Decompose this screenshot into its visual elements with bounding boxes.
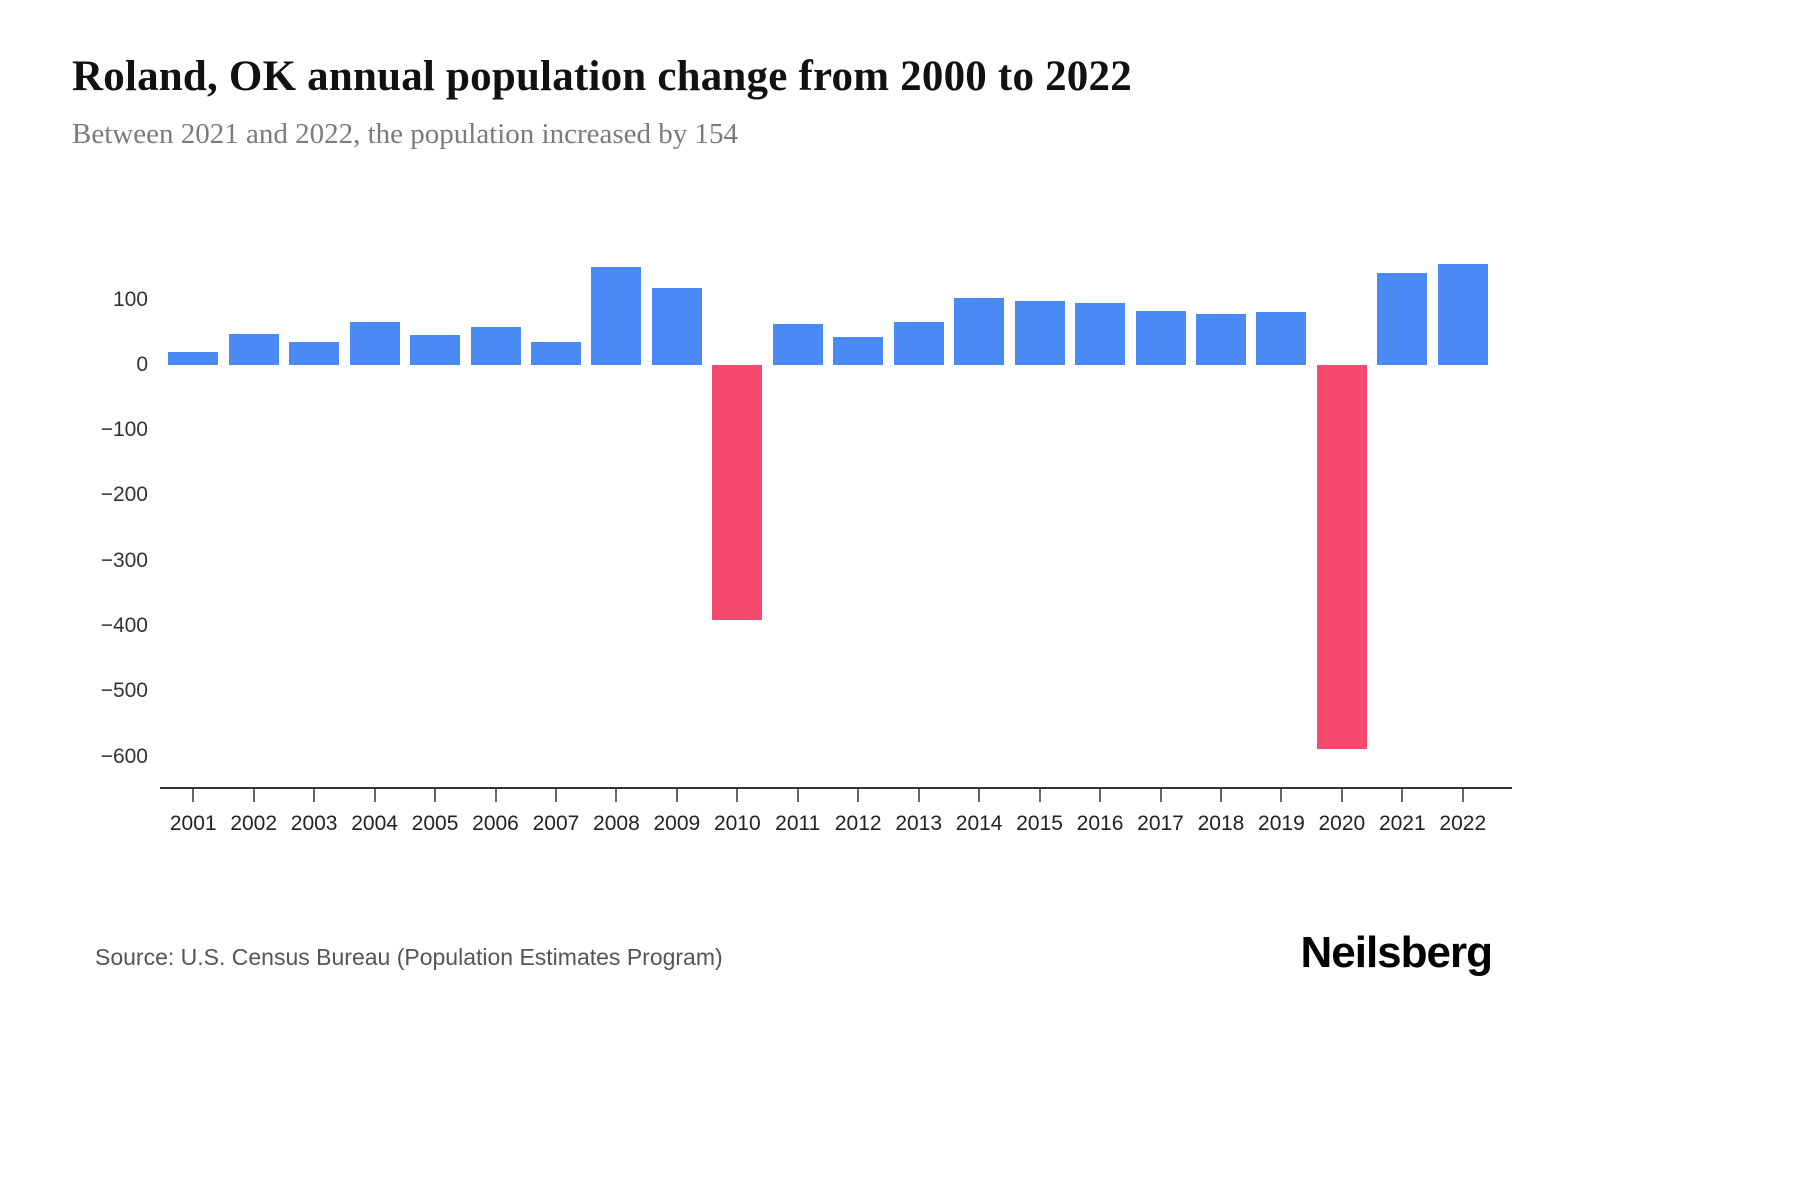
x-axis-label-2022: 2022 xyxy=(1439,812,1487,835)
bar-2021 xyxy=(1377,273,1428,365)
x-axis-tick xyxy=(1099,789,1102,802)
x-axis-tick xyxy=(1280,789,1283,802)
x-axis-tick xyxy=(675,789,678,802)
x-axis-label-2001: 2001 xyxy=(169,812,217,835)
x-axis-tick xyxy=(917,789,920,802)
x-axis-tick xyxy=(1401,789,1404,802)
bar-2009 xyxy=(651,287,702,365)
x-axis-tick xyxy=(494,789,497,802)
bar-2001 xyxy=(168,351,219,365)
bar-2016 xyxy=(1075,302,1126,365)
x-axis-tick xyxy=(1219,789,1222,802)
bar-2019 xyxy=(1256,311,1307,365)
bar-2013 xyxy=(893,322,944,365)
y-axis-label--100: −100 xyxy=(100,418,148,442)
bar-2017 xyxy=(1135,310,1186,365)
x-axis-label-2008: 2008 xyxy=(593,812,640,835)
x-axis-tick xyxy=(1038,789,1041,802)
x-axis-tick xyxy=(192,789,195,802)
x-axis-tick xyxy=(1340,789,1343,802)
bar-2022 xyxy=(1437,264,1488,365)
x-axis-tick xyxy=(796,789,799,802)
bar-2020 xyxy=(1316,364,1367,749)
x-axis-line xyxy=(160,787,1512,789)
x-axis-label-2015: 2015 xyxy=(1016,812,1063,835)
x-axis-label-2002: 2002 xyxy=(230,812,278,835)
x-axis-tick xyxy=(313,789,316,802)
bar-2004 xyxy=(349,322,400,365)
x-axis-label-2020: 2020 xyxy=(1318,812,1366,835)
x-axis-tick xyxy=(615,789,618,802)
x-axis-label-2011: 2011 xyxy=(775,812,821,835)
x-axis-tick xyxy=(252,789,255,802)
y-axis-label-100: 100 xyxy=(112,287,148,311)
bar-2011 xyxy=(772,324,823,365)
plot-area xyxy=(163,248,1493,788)
x-axis-labels: 2001 2002 2003 2004 2005 2006 2007 2008 2009 2010… xyxy=(163,812,1493,842)
bar-2005 xyxy=(410,335,461,365)
source-attribution: Source: U.S. Census Bureau (Population E… xyxy=(95,944,723,970)
neilsberg-logo: Neilsberg xyxy=(1300,928,1493,977)
x-axis-tick xyxy=(434,789,437,802)
bar-2007 xyxy=(530,342,581,365)
x-axis-tick xyxy=(554,789,557,802)
x-axis-tick xyxy=(1461,789,1464,802)
bar-2018 xyxy=(1195,313,1246,365)
x-axis-label-2009: 2009 xyxy=(653,812,701,835)
x-axis-label-2013: 2013 xyxy=(895,812,943,835)
x-axis-label-2007: 2007 xyxy=(532,812,580,835)
y-axis-labels: 100 0 −100 −200 −300 −400 −500 −600 xyxy=(0,248,148,788)
x-axis-label-2012: 2012 xyxy=(834,812,882,835)
x-axis-label-2005: 2005 xyxy=(411,812,459,835)
bar-2010 xyxy=(712,364,763,620)
y-axis-label--200: −200 xyxy=(100,483,148,507)
x-axis-label-2006: 2006 xyxy=(472,812,519,835)
bar-2003 xyxy=(289,342,340,365)
x-axis-tick xyxy=(736,789,739,802)
chart-subtitle: Between 2021 and 2022, the population in… xyxy=(72,118,739,150)
y-axis-label--500: −500 xyxy=(100,679,148,703)
x-axis-label-2003: 2003 xyxy=(290,812,338,835)
bar-2012 xyxy=(833,336,884,365)
x-axis-tick xyxy=(373,789,376,802)
x-axis-tick xyxy=(1159,789,1162,802)
x-axis-ticks xyxy=(163,789,1493,803)
x-axis-tick xyxy=(857,789,860,802)
x-axis-label-2016: 2016 xyxy=(1076,812,1124,835)
x-axis-label-2018: 2018 xyxy=(1197,812,1245,835)
x-axis-label-2010: 2010 xyxy=(713,812,761,835)
bar-2002 xyxy=(228,333,279,365)
y-axis-label--600: −600 xyxy=(100,744,148,768)
bar-2014 xyxy=(954,297,1005,365)
x-axis-label-2017: 2017 xyxy=(1137,812,1184,835)
bar-2006 xyxy=(470,327,521,365)
bar-2015 xyxy=(1014,300,1065,365)
x-axis-label-2004: 2004 xyxy=(351,812,398,835)
x-axis-label-2019: 2019 xyxy=(1258,812,1305,835)
bar-2008 xyxy=(591,266,642,365)
x-axis-label-2014: 2014 xyxy=(955,812,1003,835)
chart-title: Roland, OK annual population change from… xyxy=(72,53,1132,100)
x-axis-tick xyxy=(978,789,981,802)
y-axis-label--300: −300 xyxy=(100,548,148,572)
y-axis-label-0: 0 xyxy=(136,352,148,376)
y-axis-label--400: −400 xyxy=(100,614,148,638)
x-axis-label-2021: 2021 xyxy=(1378,812,1426,835)
